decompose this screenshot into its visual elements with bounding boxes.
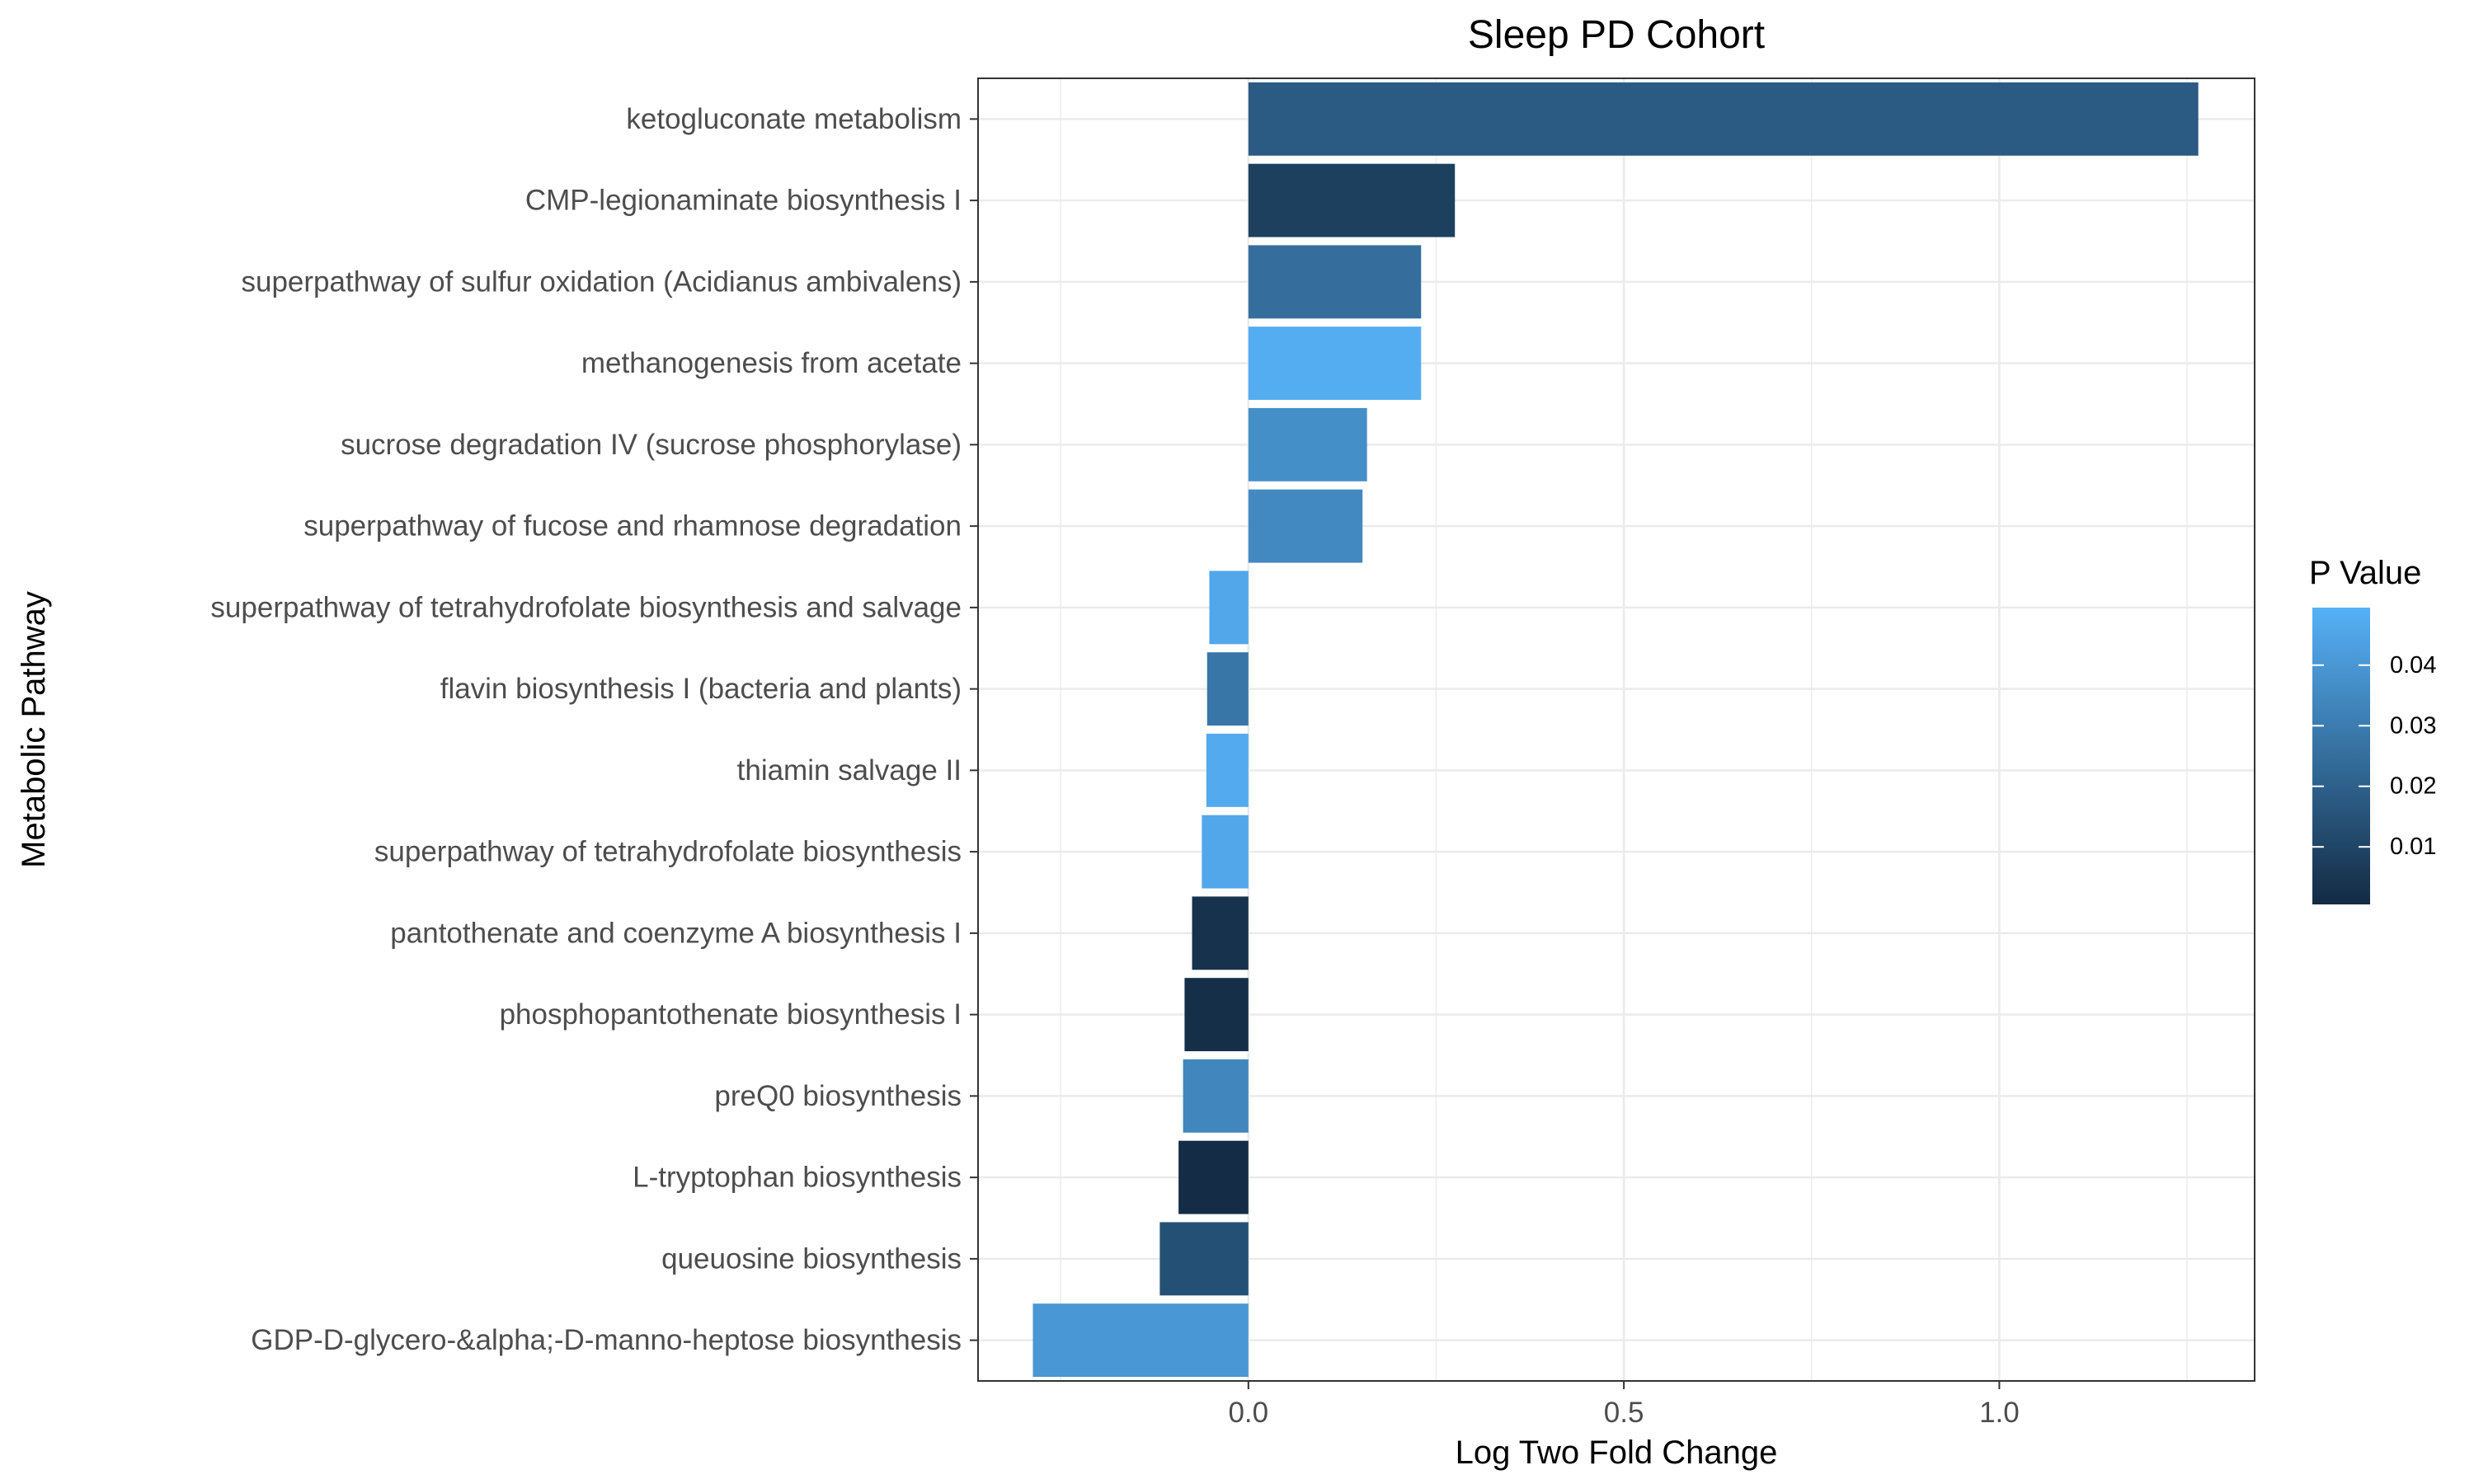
chart-title: Sleep PD Cohort (1468, 13, 1765, 57)
bar (1178, 1140, 1249, 1214)
y-tick-label: preQ0 biosynthesis (714, 1080, 962, 1112)
y-tick-label: pantothenate and coenzyme A biosynthesis… (390, 917, 962, 949)
legend-tick-label: 0.03 (2390, 712, 2436, 739)
legend-ticks: 0.01 0.02 0.03 0.04 (2312, 652, 2436, 860)
y-tick-label: sucrose degradation IV (sucrose phosphor… (341, 429, 962, 461)
bar (1248, 489, 1363, 563)
bar (1183, 1059, 1249, 1133)
legend-tick-label: 0.01 (2390, 834, 2436, 860)
y-tick-label: methanogenesis from acetate (581, 347, 962, 379)
y-tick-label: phosphopantothenate biosynthesis I (500, 998, 962, 1031)
y-tick-label: GDP-D-glycero-&alpha;-D-manno-heptose bi… (251, 1324, 962, 1356)
y-tick-label: superpathway of tetrahydrofolate biosynt… (210, 591, 962, 623)
bar (1248, 82, 2199, 156)
gridlines (978, 78, 2255, 1381)
legend-colorbar (2312, 608, 2370, 904)
y-axis: ketogluconate metabolism CMP-legionaminat… (210, 103, 978, 1356)
bar (1192, 896, 1249, 970)
x-axis-title: Log Two Fold Change (1456, 1435, 1778, 1471)
y-tick-label: queuosine biosynthesis (661, 1242, 962, 1275)
y-tick-label: ketogluconate metabolism (626, 103, 962, 135)
legend-tick-label: 0.02 (2390, 773, 2436, 800)
y-tick-label: L-tryptophan biosynthesis (633, 1162, 962, 1194)
bar (1248, 407, 1367, 481)
x-axis: 0.0 0.5 1.0 (1228, 1381, 2020, 1429)
bar (1248, 326, 1422, 401)
x-tick-label: 0.5 (1604, 1397, 1644, 1429)
bar (1206, 652, 1249, 726)
x-tick-label: 0.0 (1228, 1397, 1268, 1429)
y-axis-title: Metabolic Pathway (16, 591, 52, 868)
y-tick-label: superpathway of fucose and rhamnose degr… (303, 510, 962, 542)
bar (1159, 1222, 1249, 1296)
y-tick-label: superpathway of tetrahydrofolate biosynt… (374, 836, 962, 868)
bar (1184, 978, 1249, 1052)
plot-border (977, 77, 2255, 1382)
y-tick-label: CMP-legionaminate biosynthesis I (525, 185, 962, 217)
bar (1248, 245, 1422, 319)
bar (1248, 163, 1456, 237)
y-tick-label: thiamin salvage II (737, 754, 962, 787)
y-tick-label: superpathway of sulfur oxidation (Acidia… (241, 265, 962, 298)
plot-panel (978, 78, 2255, 1381)
bar (1032, 1303, 1249, 1378)
color-legend: P Value 0.01 0.02 0.03 0.04 (2309, 555, 2436, 904)
bar (1206, 733, 1249, 807)
bars (1032, 82, 2199, 1378)
legend-tick-label: 0.04 (2390, 652, 2436, 679)
legend-title: P Value (2309, 555, 2421, 591)
y-tick-label: flavin biosynthesis I (bacteria and plan… (440, 673, 962, 705)
x-tick-label: 1.0 (1979, 1397, 2020, 1429)
bar (1202, 815, 1249, 889)
bar (1209, 571, 1249, 645)
